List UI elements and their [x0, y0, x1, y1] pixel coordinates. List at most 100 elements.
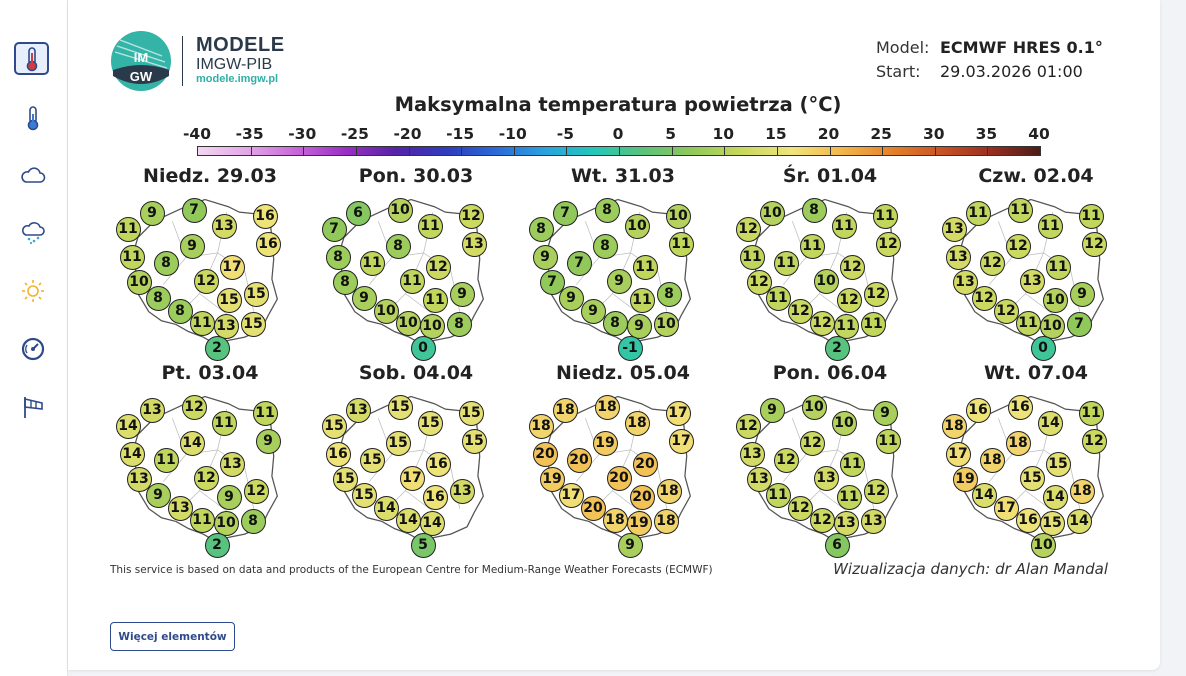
thermometer-hot-icon [18, 45, 46, 73]
temperature-value: 14 [419, 510, 445, 536]
temperature-value: 10 [1039, 313, 1065, 339]
temperature-value: 11 [189, 310, 215, 336]
forecast-day-panel: Pon. 06.04 9 10 9 12 10 11 13 12 12 11 13 13 12 11 11 12… [730, 362, 930, 562]
temperature-value: 9 [255, 428, 281, 454]
temperature-value: 8 [528, 216, 554, 242]
temperature-value: 12 [1081, 231, 1107, 257]
temperature-value: 12 [836, 287, 862, 313]
brand-title: MODELE [196, 34, 285, 56]
temperature-value: 16 [1015, 507, 1041, 533]
visualization-credit: Wizualizacja danych: dr Alan Mandal [833, 560, 1108, 578]
sidebar-item-thermometer[interactable] [15, 101, 51, 135]
temperature-value: 12 [1005, 233, 1031, 259]
temperature-value: 11 [668, 231, 694, 257]
sidebar-item-thermometer-hot[interactable] [14, 42, 49, 75]
scale-tick [987, 146, 989, 156]
sidebar-item-pressure-gauge[interactable] [15, 332, 51, 366]
scale-tick [934, 146, 936, 156]
color-scale-bar [197, 146, 1041, 156]
temperature-value: 18 [602, 507, 628, 533]
temperature-value: 11 [399, 268, 425, 294]
temperature-value: 9 [145, 482, 171, 508]
temperature-value: 18 [594, 394, 620, 420]
forecast-card: IM GW MODELE IMGW-PIB modele.imgw.pl Mod… [68, 0, 1160, 670]
temperature-value: 14 [1042, 484, 1068, 510]
temperature-value: 18 [1005, 430, 1031, 456]
temperature-value: 17 [219, 254, 245, 280]
temperature-value: 10 [1042, 287, 1068, 313]
scale-tick-label: -10 [498, 125, 527, 143]
temperature-value: 13 [739, 441, 765, 467]
sidebar-item-windsock[interactable] [15, 390, 51, 424]
temperature-value: 11 [1037, 213, 1063, 239]
temperature-value: 8 [145, 285, 171, 311]
temperature-value: 13 [461, 231, 487, 257]
temperature-value: 15 [417, 410, 443, 436]
temperature-value: 9 [179, 233, 205, 259]
temperature-value: 16 [255, 231, 281, 257]
temperature-value: 14 [971, 482, 997, 508]
temperature-value: 5 [410, 532, 436, 558]
temperature-value: 11 [359, 250, 385, 276]
scale-tick-label: 40 [1028, 125, 1050, 143]
temperature-value: 18 [552, 397, 578, 423]
temperature-value: 13 [213, 313, 239, 339]
temperature-value: 18 [656, 478, 682, 504]
temperature-value: 8 [592, 233, 618, 259]
temperature-value: 8 [446, 311, 472, 337]
scale-tick-label: -30 [288, 125, 317, 143]
temperature-value: 11 [765, 285, 791, 311]
scale-tick-label: -15 [446, 125, 475, 143]
more-elements-button[interactable]: Więcej elementów [110, 622, 235, 651]
temperature-value: 0 [1030, 335, 1056, 361]
scale-tick-label: 10 [712, 125, 735, 143]
temperature-value: 8 [602, 310, 628, 336]
brand-subtitle: IMGW-PIB [196, 56, 273, 73]
temperature-value: 12 [181, 394, 207, 420]
temperature-value: 13 [167, 495, 193, 521]
thermometer-icon [19, 104, 47, 132]
pressure-gauge-icon [19, 335, 47, 363]
scale-tick-label: 25 [870, 125, 892, 143]
scale-tick [250, 146, 252, 156]
temperature-value: 12 [863, 478, 889, 504]
temperature-value: 11 [1078, 400, 1104, 426]
model-label: Model: [876, 38, 930, 57]
temperature-value: 20 [606, 465, 632, 491]
sun-icon [19, 277, 47, 305]
temperature-value: 11 [833, 313, 859, 339]
scale-tick-label: 35 [975, 125, 998, 143]
temperature-value: 9 [216, 484, 242, 510]
temperature-value: 17 [665, 400, 691, 426]
temperature-value: 11 [422, 287, 448, 313]
scale-tick [671, 146, 673, 156]
sidebar-item-cloud[interactable] [15, 159, 51, 193]
temperature-value: 11 [765, 482, 791, 508]
scale-tick [355, 146, 357, 156]
brand-url[interactable]: modele.imgw.pl [196, 73, 279, 85]
temperature-value: 11 [119, 244, 145, 270]
temperature-value: 11 [860, 311, 886, 337]
temperature-value: 12 [787, 298, 813, 324]
temperature-value: 13 [345, 397, 371, 423]
temperature-value: 7 [321, 216, 347, 242]
temperature-value: 11 [632, 254, 658, 280]
temperature-value: 20 [629, 484, 655, 510]
forecast-day-panel: Sob. 04.04 13 15 15 15 15 15 16 15 15 16 15 17 13 15 16… [316, 362, 516, 562]
scale-tick-label: 0 [612, 125, 624, 143]
sidebar-item-rain-snow-cloud[interactable] [15, 216, 51, 250]
start-label: Start: [876, 62, 921, 81]
temperature-value: 2 [824, 335, 850, 361]
temperature-value: 12 [458, 203, 484, 229]
scale-tick-label: -5 [556, 125, 574, 143]
forecast-day-panel: Niedz. 05.04 18 18 17 18 18 17 20 19 20 20 19 20 18 17… [523, 362, 723, 562]
temperature-value: 18 [979, 447, 1005, 473]
forecast-day-panel: Pon. 30.03 6 10 12 7 11 13 8 8 11 12 8 11 9 9 11 10 10 10 8… [316, 165, 516, 365]
sidebar-item-sun[interactable] [15, 274, 51, 308]
temperature-value: 6 [345, 200, 371, 226]
rain-snow-cloud-icon [19, 219, 47, 247]
temperature-value: 20 [532, 441, 558, 467]
temperature-value: 15 [216, 287, 242, 313]
scale-tick [619, 146, 620, 156]
temperature-value: 14 [373, 495, 399, 521]
